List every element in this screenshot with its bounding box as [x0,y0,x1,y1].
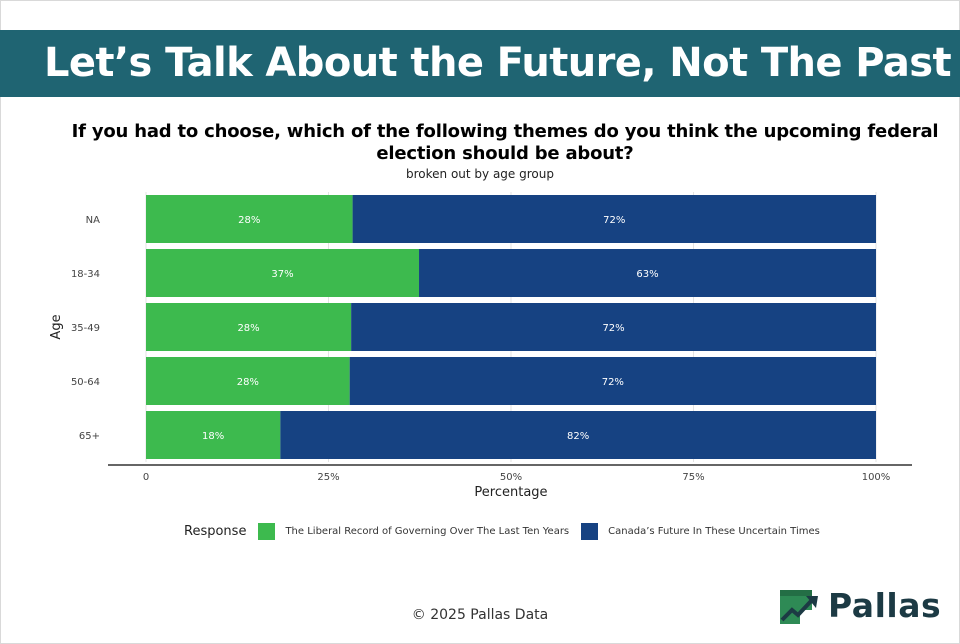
pallas-logo: Pallas [778,584,941,626]
x-tick-label-2: 50% [500,472,522,483]
legend-label-liberal-record: The Liberal Record of Governing Over The… [285,525,570,537]
chart-title: If you had to choose, which of the follo… [71,121,939,164]
y-axis-title: Age [49,314,64,339]
bar-65+-series-1 [280,411,876,459]
bar-35-49-series-1 [351,303,876,351]
x-tick-label-1: 25% [317,472,339,483]
x-axis-title: Percentage [474,485,547,500]
data-label-50-64-series-1: 72% [602,377,624,388]
data-label-na-series-0: 28% [238,215,260,226]
data-label-65+-series-0: 18% [202,431,224,442]
bar-35-49-series-0 [146,303,352,351]
bar-65+-series-0 [146,411,281,459]
bar-na-series-1 [352,195,877,243]
bar-na-series-0 [146,195,353,243]
data-label-18-34-series-0: 37% [271,269,293,280]
x-tick-label-4: 100% [862,472,891,483]
data-label-50-64-series-0: 28% [237,377,259,388]
data-label-na-series-1: 72% [603,215,625,226]
pallas-logo-icon [780,590,818,624]
bar-50-64-series-1 [349,357,876,405]
copyright-footer: © 2025 Pallas Data [411,607,549,623]
legend-label-canadas-future: Canada’s Future In These Uncertain Times [608,525,820,537]
chart-subtitle: broken out by age group [406,167,554,181]
data-label-35-49-series-0: 28% [237,323,259,334]
legend: Response The Liberal Record of Governing… [184,520,832,542]
x-tick-label-3: 75% [682,472,704,483]
banner-title: Let’s Talk About the Future, Not The Pas… [44,40,952,86]
y-tick-label-1: 18-34 [71,269,100,280]
y-tick-label-4: 65+ [79,431,100,442]
y-tick-label-3: 50-64 [71,377,100,388]
bar-50-64-series-0 [146,357,350,405]
legend-swatch-liberal-record [258,522,276,540]
data-label-65+-series-1: 82% [567,431,589,442]
data-label-35-49-series-1: 72% [602,323,624,334]
x-tick-label-0: 0 [143,472,149,483]
legend-swatch-canadas-future [581,522,599,540]
data-label-18-34-series-1: 63% [636,269,658,280]
y-tick-label-0: NA [86,215,100,226]
pallas-logo-text: Pallas [828,585,942,625]
y-tick-label-2: 35-49 [71,323,100,334]
legend-title: Response [184,523,247,539]
bar-18-34-series-1 [419,249,876,297]
title-banner [0,30,960,97]
bar-18-34-series-0 [146,249,420,297]
